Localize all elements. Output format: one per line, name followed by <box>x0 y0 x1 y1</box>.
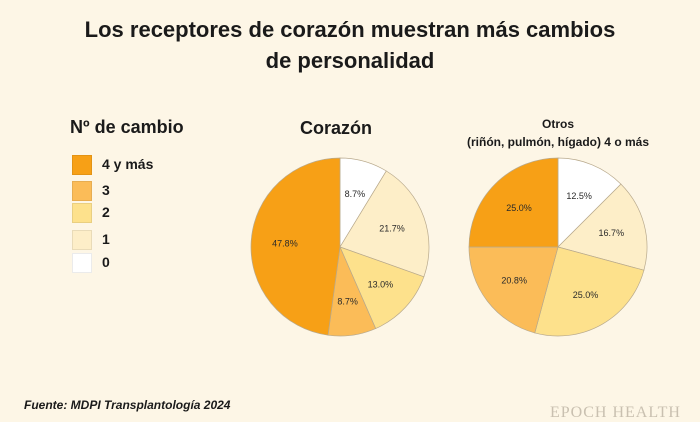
legend-swatch <box>72 253 92 273</box>
pie-slice-label: 8.7% <box>345 189 366 199</box>
pie-title-corazon: Corazón <box>300 118 372 138</box>
chart-title: Los receptores de corazón muestran más c… <box>0 14 700 76</box>
pie-title-otros-line-2: (riñón, pulmón, hígado) 4 o más <box>467 135 649 149</box>
pie-slice-1 <box>557 183 648 271</box>
chart-title-line-1: Los receptores de corazón muestran más c… <box>84 17 616 42</box>
pie-title-otros: Otros (riñón, pulmón, hígado) 4 o más <box>428 115 688 151</box>
legend-swatch <box>72 203 92 223</box>
watermark-logo: EPOCH HEALTH <box>550 404 681 421</box>
pie-slice-3 <box>468 246 559 334</box>
pie-title-otros-line-1: Otros <box>541 117 574 131</box>
pie-slice-label: 47.8% <box>272 238 298 248</box>
legend-label: 4 y más <box>102 156 154 172</box>
pie-slice-label: 13.0% <box>368 280 394 290</box>
legend-label: 3 <box>102 182 110 198</box>
pie-slice-1 <box>339 170 430 278</box>
pie-slice-2 <box>339 246 425 330</box>
pie-slice-2 <box>534 246 645 337</box>
legend-swatch <box>72 155 92 175</box>
legend-swatch <box>72 181 92 201</box>
pie-slice-label: 20.8% <box>501 276 527 286</box>
pie-slice-4-y-mas <box>468 157 559 248</box>
pie-chart-otros: 12.5% 16.7% 25.0% 20.8% 25.0% <box>468 157 648 337</box>
pie-slice-label: 21.7% <box>379 224 405 234</box>
legend-title: Nº de cambio <box>70 117 184 137</box>
pie-slice-label: 25.0% <box>573 290 599 300</box>
legend-label: 0 <box>102 254 110 270</box>
legend-label: 2 <box>102 204 110 220</box>
pie-slice-4-y-mas <box>250 157 341 336</box>
pie-slice-label: 25.0% <box>506 203 532 213</box>
legend-label: 1 <box>102 231 110 247</box>
source-note: Fuente: MDPI Transplantología 2024 <box>24 398 231 412</box>
pie-slice-label: 8.7% <box>337 297 358 307</box>
pie-slice-label: 16.7% <box>599 228 625 238</box>
pie-slice-0 <box>557 157 622 248</box>
chart-title-line-2: de personalidad <box>265 48 435 73</box>
legend-swatch <box>72 230 92 250</box>
pie-slice-label: 12.5% <box>566 191 592 201</box>
pie-chart-corazon: 8.7% 21.7% 13.0% 8.7% 47.8% <box>250 157 430 337</box>
